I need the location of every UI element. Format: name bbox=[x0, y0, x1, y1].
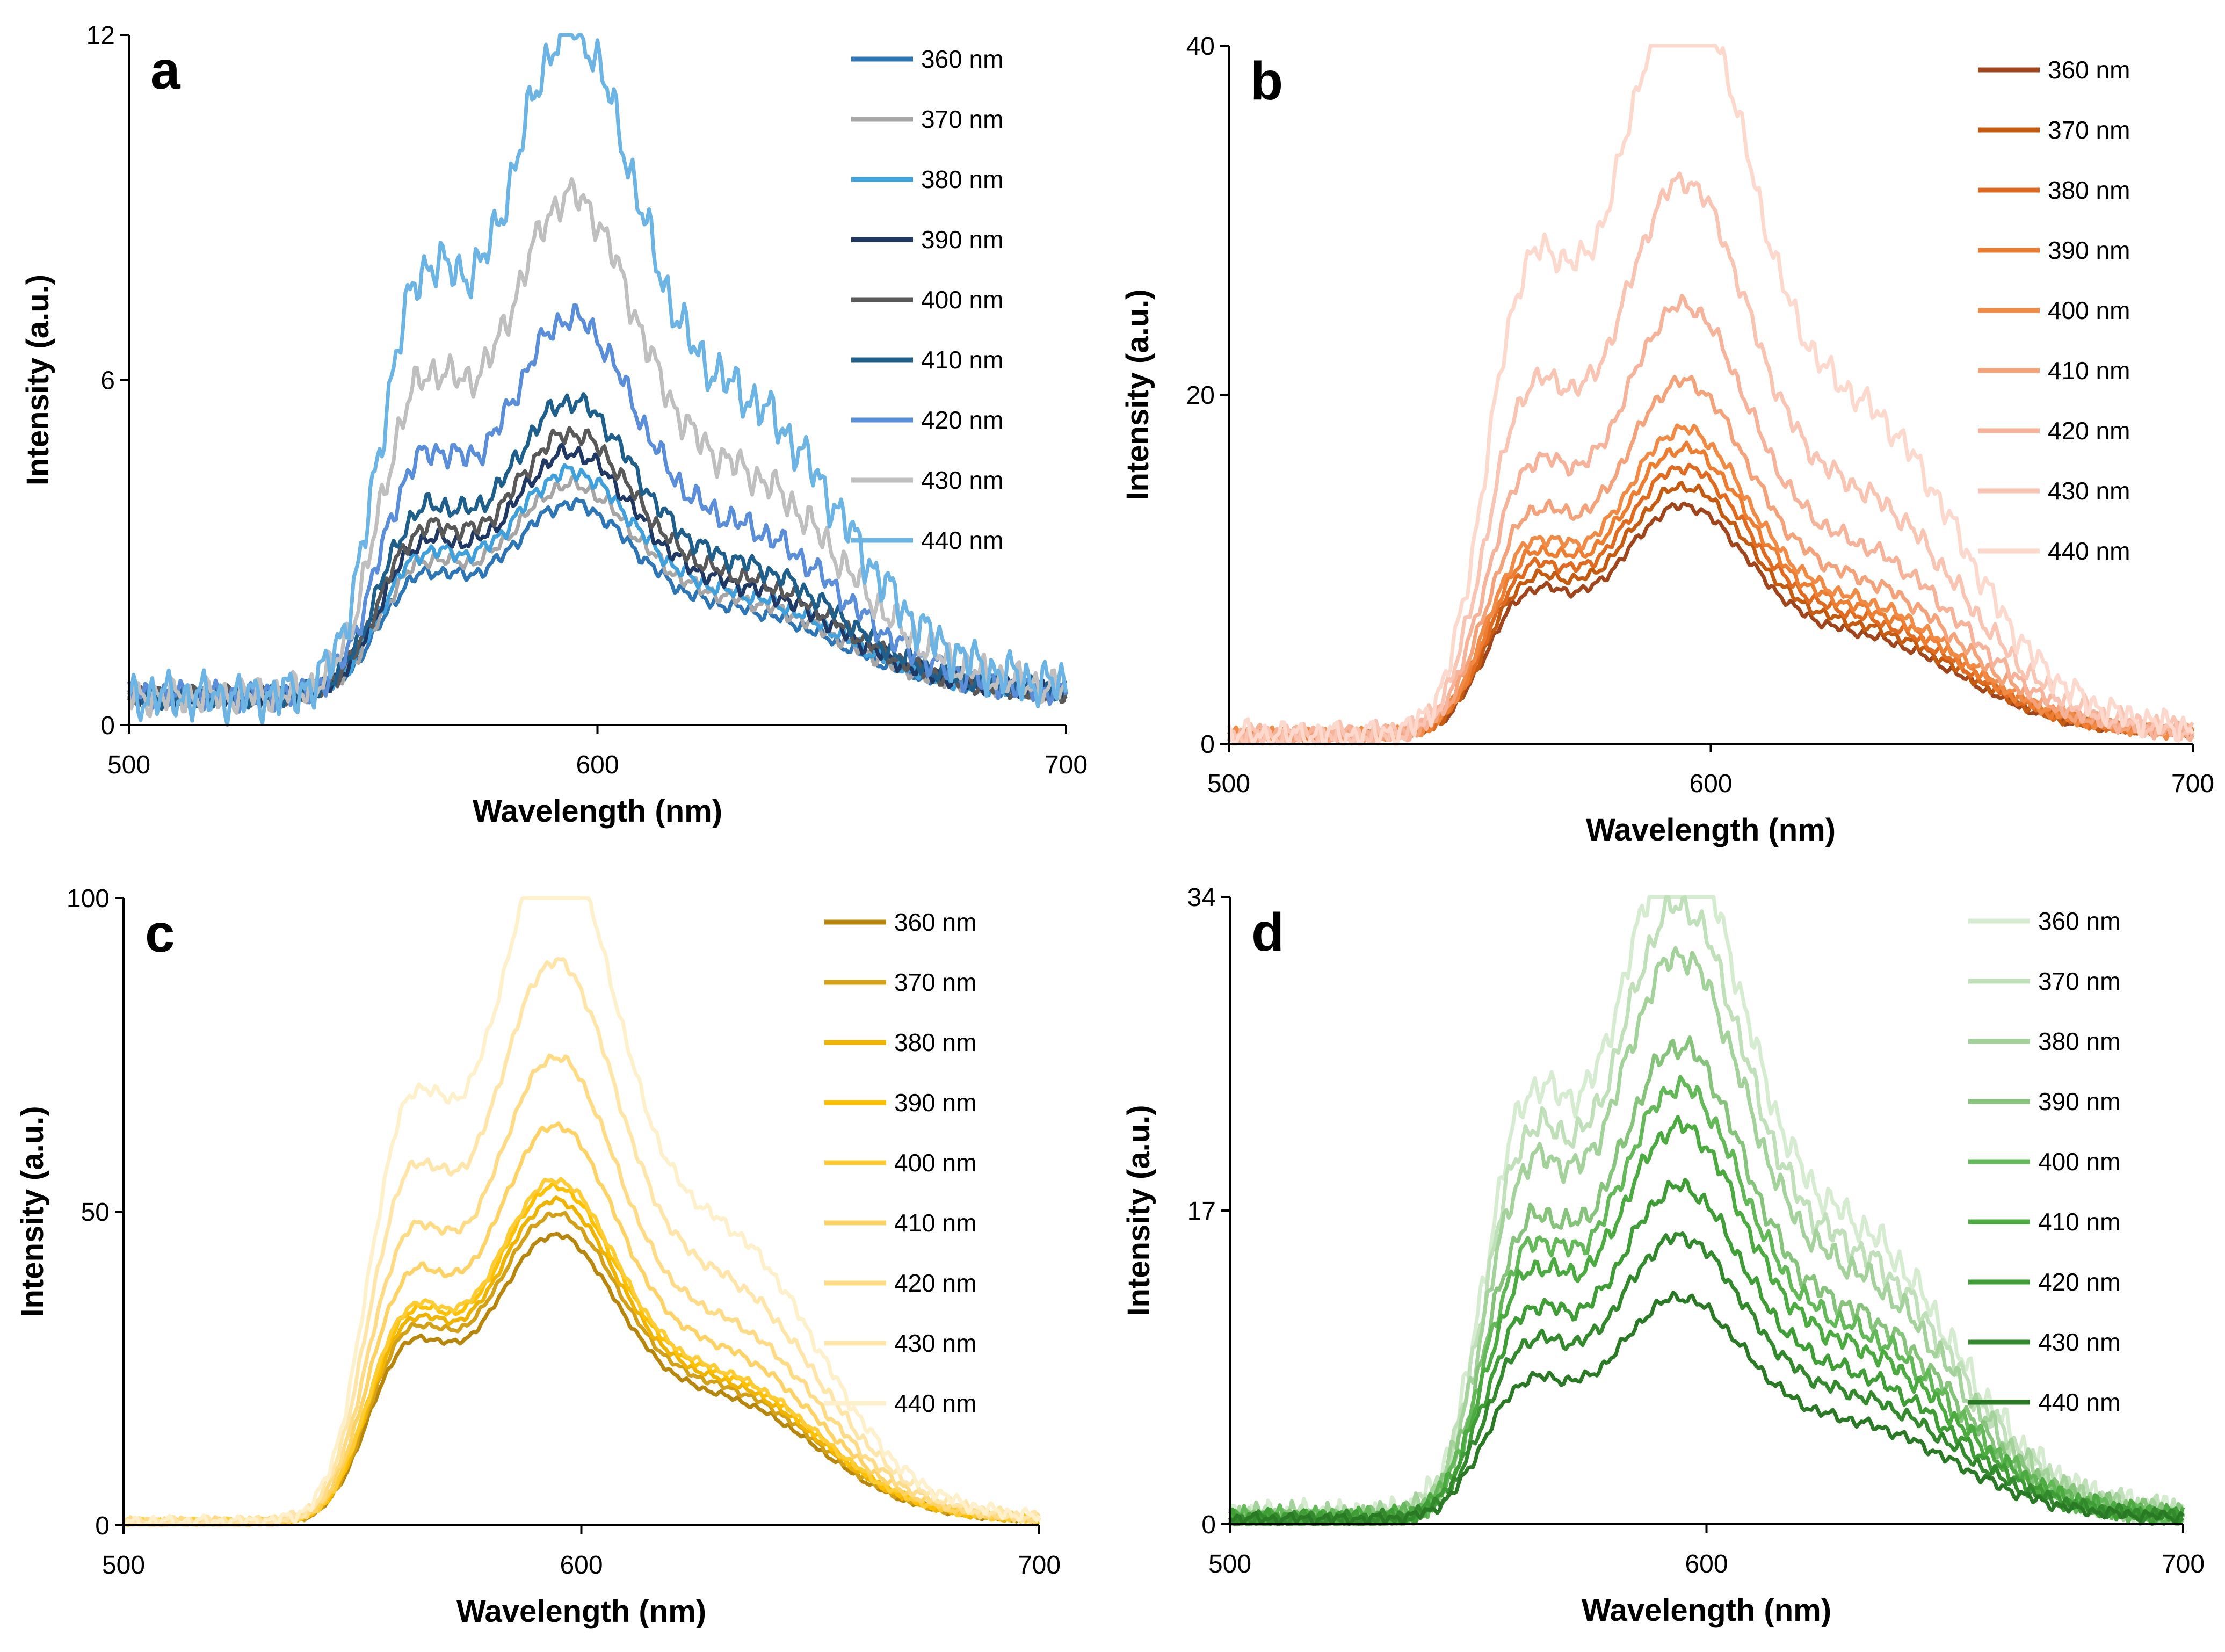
panel-label: b bbox=[1250, 51, 1283, 111]
legend-label: 400 nm bbox=[921, 286, 1003, 314]
legend-label: 380 nm bbox=[894, 1028, 976, 1056]
x-axis-title: Wavelength (nm) bbox=[1586, 813, 1836, 847]
y-tick-label: 12 bbox=[86, 21, 115, 50]
series-line bbox=[127, 303, 1068, 714]
legend-label: 400 nm bbox=[2048, 296, 2130, 324]
series-line bbox=[122, 896, 1041, 1527]
x-tick-label: 600 bbox=[1689, 770, 1732, 798]
x-tick-label: 500 bbox=[1208, 1550, 1251, 1578]
legend-label: 390 nm bbox=[2038, 1088, 2120, 1115]
series-line bbox=[1229, 1291, 2185, 1526]
legend-label: 380 nm bbox=[921, 165, 1003, 193]
legend-label: 360 nm bbox=[2048, 56, 2130, 84]
plot-area bbox=[1228, 895, 2185, 1526]
y-tick-label: 0 bbox=[1200, 730, 1215, 759]
legend-label: 440 nm bbox=[921, 526, 1003, 554]
series-line bbox=[1228, 1115, 2185, 1526]
legend-label: 440 nm bbox=[2038, 1388, 2120, 1416]
x-tick-label: 600 bbox=[1685, 1550, 1728, 1578]
legend-label: 440 nm bbox=[2048, 537, 2130, 565]
x-tick-label: 500 bbox=[107, 751, 150, 779]
series-line bbox=[127, 177, 1068, 718]
legend-label: 380 nm bbox=[2038, 1027, 2120, 1055]
panel-c: 0 50 100 500 600 700 Wavelength (nm) Intensity … bbox=[15, 885, 1061, 1629]
x-tick-label: 700 bbox=[1018, 1551, 1061, 1579]
y-tick-label: 34 bbox=[1187, 883, 1216, 912]
y-tick-label: 17 bbox=[1187, 1197, 1216, 1226]
legend: 360 nm 370 nm 380 nm 390 nm 400 nm 410 nm 420 … bbox=[851, 45, 1003, 554]
legend-label: 440 nm bbox=[894, 1389, 976, 1417]
y-tick-label: 20 bbox=[1186, 381, 1215, 410]
legend-label: 380 nm bbox=[2048, 176, 2130, 204]
legend: 360 nm 370 nm 380 nm 390 nm 400 nm 410 nm 420… bbox=[1978, 56, 2130, 565]
y-tick-label: 50 bbox=[81, 1198, 110, 1227]
y-tick-label: 0 bbox=[95, 1512, 110, 1540]
x-axis-title: Wavelength (nm) bbox=[1582, 1593, 1831, 1628]
legend-label: 390 nm bbox=[921, 226, 1003, 253]
series-line bbox=[1227, 44, 2195, 746]
plot-area bbox=[122, 896, 1041, 1527]
legend-label: 420 nm bbox=[894, 1269, 976, 1297]
legend: 360 nm 370 nm 380 nm 390 nm 400 nm 410 nm 420 … bbox=[1968, 907, 2120, 1416]
legend-label: 430 nm bbox=[2048, 477, 2130, 505]
legend-label: 370 nm bbox=[2038, 967, 2120, 995]
panel-label: d bbox=[1251, 902, 1284, 962]
legend-label: 420 nm bbox=[921, 406, 1003, 434]
legend-label: 410 nm bbox=[894, 1209, 976, 1237]
legend-label: 370 nm bbox=[921, 105, 1003, 133]
x-tick-label: 700 bbox=[2171, 770, 2214, 798]
legend-label: 410 nm bbox=[2038, 1208, 2120, 1236]
y-axis-title: Intensity (a.u.) bbox=[1120, 289, 1155, 500]
x-tick-label: 700 bbox=[2162, 1550, 2205, 1578]
panel-label: a bbox=[150, 40, 181, 100]
x-tick-label: 700 bbox=[1045, 751, 1088, 779]
y-tick-label: 0 bbox=[1201, 1511, 1216, 1539]
y-tick-label: 100 bbox=[67, 885, 110, 913]
legend-label: 400 nm bbox=[2038, 1148, 2120, 1176]
legend-label: 430 nm bbox=[894, 1329, 976, 1357]
y-axis-title: Intensity (a.u.) bbox=[15, 1106, 50, 1317]
series-line bbox=[1228, 423, 2194, 743]
y-axis-title: Intensity (a.u.) bbox=[1121, 1105, 1156, 1316]
legend-label: 390 nm bbox=[894, 1089, 976, 1117]
x-tick-label: 500 bbox=[102, 1551, 145, 1579]
y-tick-label: 6 bbox=[100, 367, 115, 395]
x-axis-title: Wavelength (nm) bbox=[473, 794, 722, 829]
series-line bbox=[122, 957, 1041, 1527]
legend-label: 400 nm bbox=[894, 1149, 976, 1177]
legend-label: 360 nm bbox=[894, 908, 976, 936]
x-tick-label: 500 bbox=[1207, 770, 1250, 798]
y-tick-label: 40 bbox=[1186, 32, 1215, 61]
legend-label: 430 nm bbox=[921, 466, 1003, 494]
legend-label: 370 nm bbox=[894, 968, 976, 996]
plot-area bbox=[1227, 44, 2195, 746]
panel-label: c bbox=[145, 903, 175, 963]
legend-label: 410 nm bbox=[921, 346, 1003, 374]
x-tick-label: 600 bbox=[576, 751, 619, 779]
y-tick-label: 0 bbox=[100, 712, 115, 740]
legend-label: 410 nm bbox=[2048, 357, 2130, 385]
legend: 360 nm 370 nm 380 nm 390 nm 400 nm 410 nm 420 … bbox=[824, 908, 976, 1417]
legend-label: 360 nm bbox=[2038, 907, 2120, 935]
y-axis-title: Intensity (a.u.) bbox=[20, 274, 55, 486]
legend-label: 430 nm bbox=[2038, 1328, 2120, 1356]
panel-b: 0 20 40 500 600 700 Wavelength (nm) Intensity (… bbox=[1120, 32, 2214, 847]
plot-area bbox=[127, 33, 1068, 727]
legend-label: 370 nm bbox=[2048, 116, 2130, 144]
panel-a: 0 6 12 500 600 700 Wavelength (nm) Intensity (a… bbox=[20, 21, 1088, 829]
series-line bbox=[1228, 1177, 2184, 1526]
legend-label: 390 nm bbox=[2048, 236, 2130, 264]
legend-label: 360 nm bbox=[921, 45, 1003, 73]
x-axis-title: Wavelength (nm) bbox=[456, 1594, 706, 1629]
legend-label: 420 nm bbox=[2048, 417, 2130, 445]
legend-label: 420 nm bbox=[2038, 1268, 2120, 1296]
x-tick-label: 600 bbox=[560, 1551, 603, 1579]
panel-d: 0 17 34 500 600 700 Wavelength (nm) Intensity (… bbox=[1121, 883, 2205, 1628]
series-line bbox=[127, 33, 1068, 727]
series-line bbox=[122, 1121, 1040, 1527]
